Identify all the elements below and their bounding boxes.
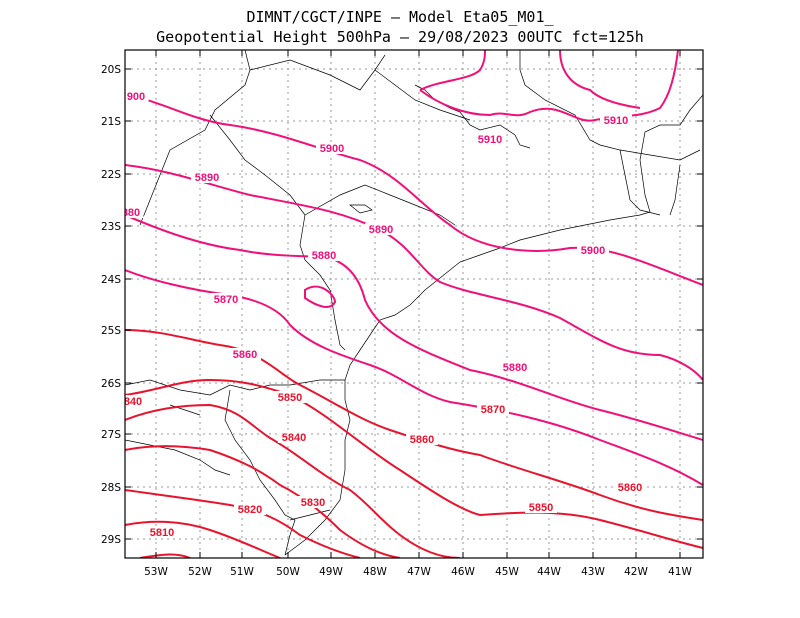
contour-label: 5860: [618, 482, 642, 494]
border-line: [289, 509, 331, 521]
lat-tick-label: 21S: [101, 116, 121, 128]
border-line: [224, 389, 296, 556]
contour-label: 840: [124, 396, 142, 408]
contour-label: 5880: [503, 362, 527, 374]
lat-tick-label: 23S: [101, 221, 121, 233]
lon-tick-label: 41W: [668, 566, 692, 578]
lon-tick-label: 45W: [495, 566, 519, 578]
coastline: [414, 84, 531, 149]
lat-tick-label: 28S: [101, 482, 121, 494]
lon-tick-label: 53W: [144, 566, 168, 578]
lon-tick-label: 48W: [363, 566, 387, 578]
contour-label: 5850: [278, 392, 302, 404]
longitude-axis: 53W 52W 51W 50W 49W 48W 47W 46W 45W 44W 43W 42W 41W: [144, 50, 692, 578]
contour-label: 5830: [301, 497, 325, 509]
lat-tick-label: 29S: [101, 534, 121, 546]
lat-tick-label: 27S: [101, 429, 121, 441]
border-line: [304, 259, 346, 351]
contour-5830: [125, 445, 401, 558]
lat-tick-label: 25S: [101, 325, 121, 337]
lat-tick-label: 22S: [101, 169, 121, 181]
contour-label: 5910: [604, 115, 628, 127]
coastline: [349, 204, 373, 214]
contour-labels: 900 5910 5910 5900 5890 880 5890 5880 5900 5870 58…: [122, 90, 646, 539]
border-line: [519, 50, 661, 216]
map-title-line2: Geopotential Height 500hPa – 29/08/2023 …: [156, 28, 644, 46]
border-line: [374, 69, 471, 121]
contour-5840: [125, 403, 461, 558]
contour-5850: [125, 378, 703, 549]
border-line: [209, 114, 306, 261]
contour-5880: [125, 214, 703, 441]
lon-tick-label: 51W: [230, 566, 254, 578]
contour-label: 5860: [233, 349, 257, 361]
contour-5810: [125, 520, 281, 558]
coastline: [284, 94, 703, 556]
contour-5910-ne2: [559, 50, 641, 109]
contour-label: 880: [122, 207, 140, 219]
lon-tick-label: 49W: [319, 566, 343, 578]
border-line: [139, 50, 251, 226]
contour-label: 5840: [282, 432, 306, 444]
border-line: [249, 54, 386, 91]
border-line: [304, 184, 456, 226]
map-title-line1: DIMNT/CGCT/INPE – Model Eta05_M01_: [246, 8, 554, 26]
lat-tick-label: 26S: [101, 378, 121, 390]
contour-label: 5910: [478, 134, 502, 146]
border-line: [125, 379, 345, 396]
coastlines-and-borders: [125, 50, 703, 556]
contour-label: 5860: [410, 434, 434, 446]
border-line: [125, 439, 231, 476]
lon-tick-label: 52W: [188, 566, 212, 578]
border-line: [619, 149, 701, 161]
border-line: [669, 164, 681, 216]
contour-5910-north: [419, 50, 679, 122]
lon-tick-label: 43W: [581, 566, 605, 578]
contour-label: 5850: [529, 502, 553, 514]
lon-tick-label: 47W: [407, 566, 431, 578]
contour-5890: [125, 164, 703, 381]
lon-tick-label: 50W: [276, 566, 300, 578]
contour-label: 900: [127, 91, 145, 103]
height-contours: [125, 50, 703, 558]
contour-label: 5870: [214, 294, 238, 306]
contour-label: 5820: [238, 504, 262, 516]
lon-tick-label: 42W: [624, 566, 648, 578]
contour-label: 5880: [312, 250, 336, 262]
contour-label: 5890: [369, 224, 393, 236]
contour-5860: [125, 329, 703, 521]
contour-label: 5900: [581, 245, 605, 257]
latitude-axis: 20S 21S 22S 23S 24S 25S 26S 27S 28S 29S: [101, 64, 703, 546]
contour-label: 5890: [195, 172, 219, 184]
map-frame: [124, 49, 704, 559]
contour-5910-ne: [419, 50, 486, 91]
lon-tick-label: 46W: [451, 566, 475, 578]
contour-label: 5810: [150, 527, 174, 539]
contour-label: 5870: [481, 404, 505, 416]
lat-tick-label: 24S: [101, 274, 121, 286]
lon-tick-label: 44W: [537, 566, 561, 578]
lat-tick-label: 20S: [101, 64, 121, 76]
contour-5880-loop: [304, 285, 337, 308]
contour-5800-edge: [139, 553, 191, 558]
contour-label: 5900: [320, 143, 344, 155]
